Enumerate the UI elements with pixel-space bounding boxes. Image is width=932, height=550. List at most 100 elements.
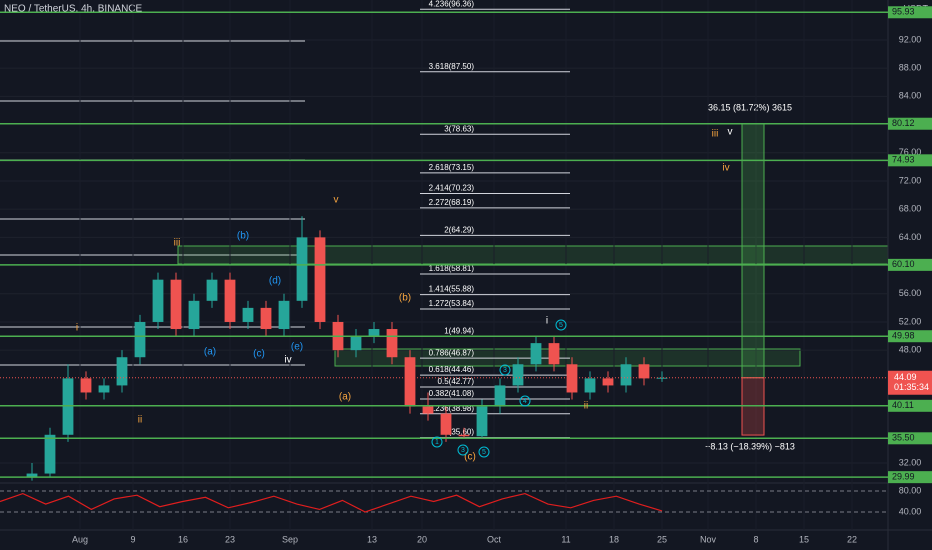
wave-circle (499, 364, 511, 376)
fib-label: 1(49.94) (444, 327, 474, 336)
level-label: 29.99 (892, 472, 915, 482)
candle-body (134, 321, 146, 358)
candle-body (44, 434, 56, 474)
fib-label: 0.382(41.08) (429, 389, 475, 398)
x-tick-label: 16 (178, 534, 188, 544)
candle-body (422, 406, 434, 414)
fib-label: 1.618(58.81) (429, 264, 475, 273)
last-price: 44.09 (894, 372, 917, 382)
fib-label: 2.272(68.19) (429, 198, 475, 207)
measure-up-box (741, 123, 765, 379)
candle-body (440, 413, 452, 435)
level-tag (888, 399, 932, 412)
wave-label: iii (712, 129, 719, 140)
fib-label: 3.618(87.50) (429, 62, 475, 71)
zone (177, 245, 889, 265)
countdown: 01:35:34 (894, 382, 929, 392)
chart-title: NEO / TetherUS, 4h, BINANCE (4, 4, 143, 15)
level-tag (888, 117, 932, 130)
wave-label: ii (584, 401, 588, 412)
level-tag (888, 6, 932, 19)
x-tick-label: 15 (799, 534, 809, 544)
candle-body (530, 343, 542, 365)
candle-body (314, 237, 326, 322)
candle-body (476, 406, 488, 437)
y-tick-label: 52.00 (899, 316, 922, 326)
y-tick-label: 88.00 (899, 63, 922, 73)
fib-label: 2(64.29) (444, 225, 474, 234)
y-tick-label: 92.00 (899, 34, 922, 44)
fib-label: 0.618(44.46) (429, 365, 475, 374)
wave-label: 5 (559, 322, 563, 329)
candle-body (206, 279, 218, 301)
level-label: 74.93 (892, 155, 915, 165)
wave-label: (b) (399, 293, 411, 304)
x-tick-label: Nov (700, 534, 717, 544)
candle-body (494, 385, 506, 407)
wave-label: 3 (461, 447, 465, 454)
level-label: 49.98 (892, 331, 915, 341)
x-tick-label: 9 (130, 534, 135, 544)
candle-body (458, 434, 470, 437)
x-tick-label: 13 (367, 534, 377, 544)
candle-body (62, 378, 74, 435)
fib-label: 2.618(73.15) (429, 163, 475, 172)
y-tick-label: 76.00 (899, 147, 922, 157)
wave-label: 3 (503, 367, 507, 374)
candle-body (386, 329, 398, 358)
candle-body (170, 279, 182, 330)
candle-body (512, 364, 524, 386)
candle-body (242, 307, 254, 322)
y-tick-label: 48.00 (899, 345, 922, 355)
wave-label: (c) (464, 452, 476, 463)
y-tick-label: 56.00 (899, 288, 922, 298)
x-tick-label: 25 (657, 534, 667, 544)
level-label: 95.93 (892, 7, 915, 17)
candle-body (152, 279, 164, 322)
fib-label: 2.414(70.23) (429, 184, 475, 193)
wave-label: (b) (237, 231, 249, 242)
fib-label: 0.786(46.87) (429, 348, 475, 357)
wave-label: iv (722, 163, 729, 174)
wave-label: (d) (269, 276, 281, 287)
y-tick-label: 68.00 (899, 204, 922, 214)
x-tick-label: 23 (225, 534, 235, 544)
x-tick-label: Oct (487, 534, 502, 544)
x-tick-label: Aug (72, 534, 88, 544)
candle-body (116, 357, 128, 386)
wave-label: 1 (435, 439, 439, 446)
fib-label: 0(35.60) (444, 428, 474, 437)
candle-body (296, 237, 308, 301)
level-label: 80.12 (892, 118, 915, 128)
level-tag (888, 330, 932, 343)
rsi-tick-label: 80.00 (899, 485, 922, 495)
candle-body (350, 336, 362, 351)
x-tick-label: 8 (753, 534, 758, 544)
candle-body (98, 385, 110, 393)
wave-circle (431, 436, 443, 448)
wave-label: v (334, 195, 339, 206)
fib-label: 0.5(42.77) (438, 377, 475, 386)
measure-up: 36.15 (81.72%) 3615 (708, 102, 792, 112)
wave-label: iv (284, 355, 291, 366)
y-tick-label: 84.00 (899, 91, 922, 101)
x-tick-label: 18 (609, 534, 619, 544)
level-label: 35.50 (892, 433, 915, 443)
candle-body (548, 343, 560, 365)
last-price-tag (888, 370, 932, 395)
wave-label: 4 (523, 398, 527, 405)
candle-body (584, 378, 596, 393)
candle-body (566, 364, 578, 393)
x-tick-label: 11 (561, 534, 570, 544)
candle-body (404, 357, 416, 407)
candle-body (26, 473, 38, 478)
rsi-line (0, 492, 663, 513)
wave-label: (c) (253, 349, 265, 360)
x-tick-label: 20 (417, 534, 427, 544)
candle-body (368, 329, 380, 337)
candle-body (278, 300, 290, 330)
fib-label: 0.236(38.98) (429, 404, 475, 413)
